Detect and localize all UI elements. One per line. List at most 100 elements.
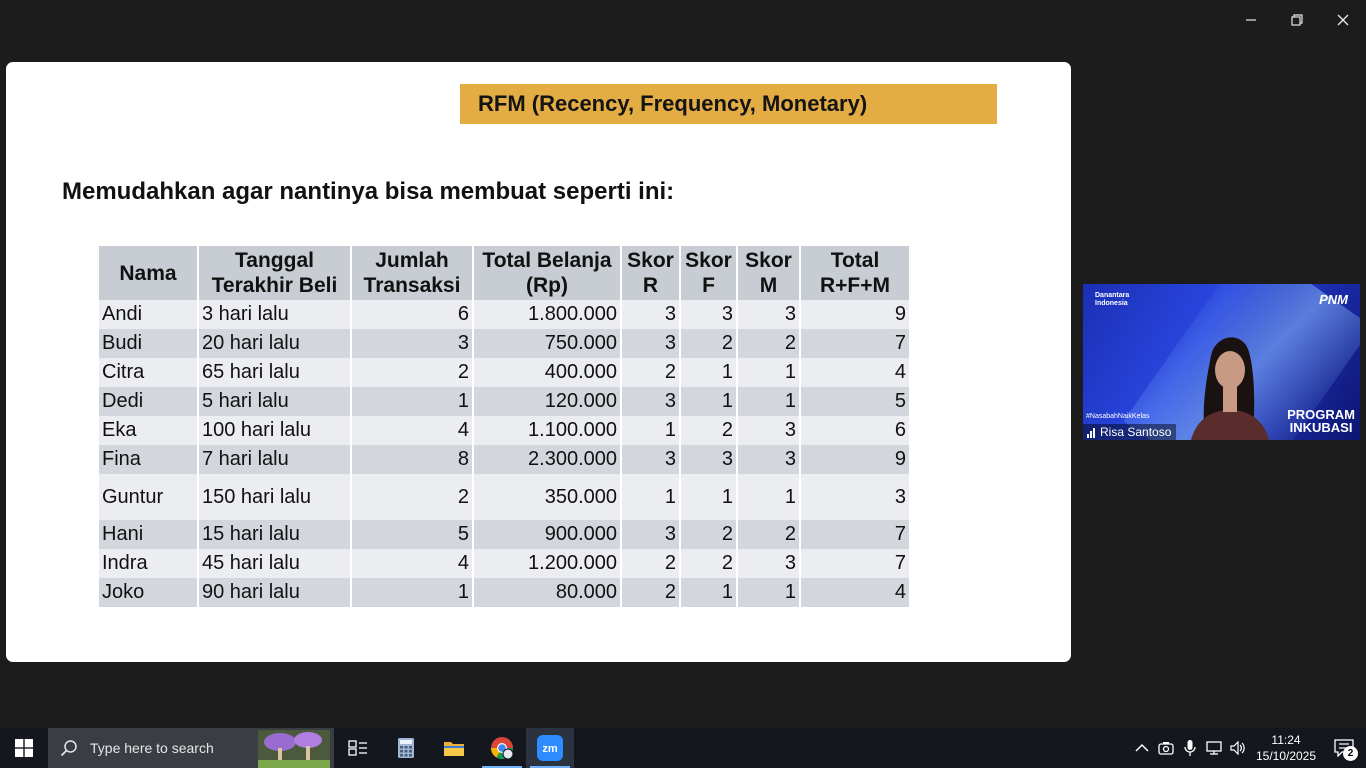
cell-total-rfm: 9 <box>801 445 909 474</box>
search-highlight-art <box>258 730 330 768</box>
speaker-icon <box>1230 741 1245 755</box>
restore-button[interactable] <box>1274 0 1320 40</box>
cell-skor-r: 1 <box>622 474 679 520</box>
column-header-line: Tanggal <box>235 249 314 272</box>
cell-tanggal: 100 hari lalu <box>199 416 350 445</box>
meet-now-button[interactable] <box>1154 728 1178 768</box>
table-row: Eka 100 hari lalu 4 1.100.000 1 2 3 6 <box>99 416 909 445</box>
participant-video[interactable]: Danantara Indonesia PNM #NasabahNaikKela… <box>1083 284 1360 440</box>
taskbar-search[interactable]: Type here to search <box>48 728 334 768</box>
column-header-line: (Rp) <box>526 274 568 297</box>
file-explorer-app[interactable] <box>430 728 478 768</box>
notification-center-button[interactable]: 2 <box>1322 728 1366 768</box>
cell-total-belanja: 350.000 <box>474 474 620 520</box>
zoom-app[interactable]: zm <box>526 728 574 768</box>
table-body: Andi 3 hari lalu 6 1.800.000 3 3 3 9 Budi 20 hari… <box>99 300 909 607</box>
camera-icon <box>1158 742 1174 755</box>
cell-tanggal: 3 hari lalu <box>199 300 350 329</box>
minimize-icon <box>1246 19 1256 21</box>
cell-skor-m: 1 <box>738 387 799 416</box>
calculator-app[interactable] <box>382 728 430 768</box>
svg-text:zm: zm <box>542 743 558 755</box>
volume-button[interactable] <box>1226 728 1250 768</box>
column-header-line: F <box>702 274 715 297</box>
logo-left-line1: Danantara <box>1095 292 1130 299</box>
column-header-line: Total Belanja <box>482 249 612 272</box>
cell-total-rfm: 9 <box>801 300 909 329</box>
cell-nama: Andi <box>99 300 197 329</box>
program-logo: PROGRAM INKUBASI <box>1287 408 1355 434</box>
task-view-button[interactable] <box>334 728 382 768</box>
cell-total-rfm: 6 <box>801 416 909 445</box>
table-row: Citra 65 hari lalu 2 400.000 2 1 1 4 <box>99 358 909 387</box>
cell-skor-f: 1 <box>681 387 736 416</box>
cell-skor-m: 1 <box>738 578 799 607</box>
program-line1: PROGRAM <box>1287 407 1355 422</box>
slide-title: RFM (Recency, Frequency, Monetary) <box>460 84 997 124</box>
system-tray: 11:24 15/10/2025 2 <box>1130 728 1366 768</box>
cell-skor-m: 3 <box>738 300 799 329</box>
cell-jumlah: 3 <box>352 329 472 358</box>
cell-skor-f: 2 <box>681 520 736 549</box>
clock[interactable]: 11:24 15/10/2025 <box>1250 732 1322 764</box>
cell-skor-f: 3 <box>681 300 736 329</box>
column-header-line: Total <box>830 249 880 272</box>
table-row: Guntur 150 hari lalu 2 350.000 1 1 1 3 <box>99 474 909 520</box>
cell-total-belanja: 80.000 <box>474 578 620 607</box>
cell-total-rfm: 7 <box>801 329 909 358</box>
cell-total-belanja: 120.000 <box>474 387 620 416</box>
table-row: Hani 15 hari lalu 5 900.000 3 2 2 7 <box>99 520 909 549</box>
microphone-icon <box>1184 740 1196 756</box>
table-row: Budi 20 hari lalu 3 750.000 3 2 2 7 <box>99 329 909 358</box>
column-header-line: Terakhir Beli <box>211 274 338 297</box>
table-row: Fina 7 hari lalu 8 2.300.000 3 3 3 9 <box>99 445 909 474</box>
task-view-icon <box>348 740 367 756</box>
cell-total-rfm: 7 <box>801 520 909 549</box>
column-header-total-belanja: Total Belanja (Rp) <box>474 246 620 300</box>
close-icon <box>1337 14 1349 26</box>
notification-badge: 2 <box>1343 746 1358 761</box>
calculator-icon <box>398 738 414 758</box>
speaker-silhouette <box>1191 337 1269 440</box>
cell-tanggal: 20 hari lalu <box>199 329 350 358</box>
chevron-up-icon <box>1135 743 1149 752</box>
cell-jumlah: 1 <box>352 387 472 416</box>
signal-strength-icon <box>1087 427 1095 438</box>
cell-total-rfm: 4 <box>801 358 909 387</box>
cell-total-belanja: 1.800.000 <box>474 300 620 329</box>
cell-skor-f: 1 <box>681 474 736 520</box>
cell-skor-f: 1 <box>681 578 736 607</box>
cell-skor-r: 2 <box>622 358 679 387</box>
chrome-icon <box>491 737 514 760</box>
cell-tanggal: 65 hari lalu <box>199 358 350 387</box>
cell-skor-r: 1 <box>622 416 679 445</box>
logo-left-line2: Indonesia <box>1095 300 1128 307</box>
cell-skor-m: 3 <box>738 549 799 578</box>
chrome-app[interactable] <box>478 728 526 768</box>
column-header-line: Skor <box>745 249 792 272</box>
network-button[interactable] <box>1202 728 1226 768</box>
cell-nama: Hani <box>99 520 197 549</box>
cell-tanggal: 15 hari lalu <box>199 520 350 549</box>
microphone-button[interactable] <box>1178 728 1202 768</box>
search-placeholder: Type here to search <box>90 740 214 756</box>
cell-tanggal: 5 hari lalu <box>199 387 350 416</box>
cell-jumlah: 2 <box>352 474 472 520</box>
taskbar: Type here to search <box>0 728 1366 768</box>
network-icon <box>1206 741 1222 755</box>
cell-skor-r: 3 <box>622 329 679 358</box>
show-hidden-icons-button[interactable] <box>1130 728 1154 768</box>
column-header-line: Jumlah <box>375 249 449 272</box>
column-header-line: Transaksi <box>363 274 461 297</box>
cell-skor-m: 3 <box>738 445 799 474</box>
cell-total-belanja: 900.000 <box>474 520 620 549</box>
start-button[interactable] <box>0 728 48 768</box>
minimize-button[interactable] <box>1228 0 1274 40</box>
rfm-table: Nama Tanggal Terakhir Beli Jumlah Transaksi T… <box>97 246 911 607</box>
cell-jumlah: 4 <box>352 549 472 578</box>
cell-total-belanja: 1.200.000 <box>474 549 620 578</box>
cell-total-belanja: 2.300.000 <box>474 445 620 474</box>
cell-nama: Citra <box>99 358 197 387</box>
column-header-skor-m: Skor M <box>738 246 799 300</box>
close-button[interactable] <box>1320 0 1366 40</box>
